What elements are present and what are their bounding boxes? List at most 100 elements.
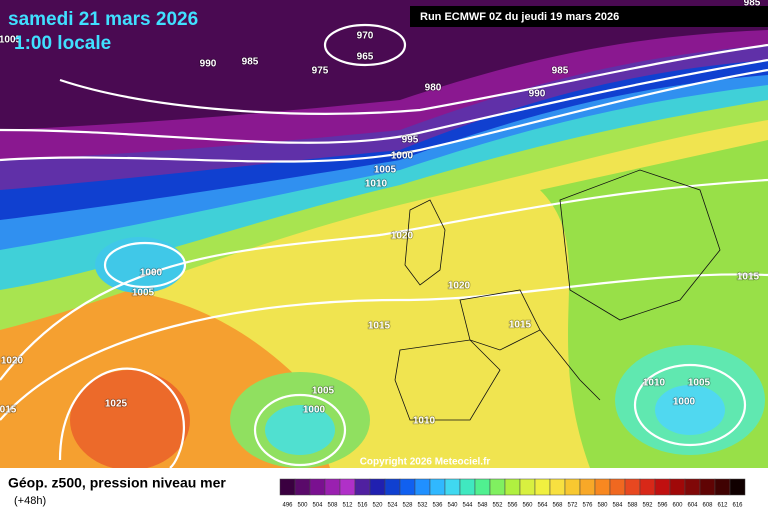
colorbar-label: 580 [597, 503, 608, 509]
colorbar-swatch [519, 478, 536, 496]
colorbar-label: 552 [492, 503, 503, 509]
colorbar-label: 532 [417, 503, 428, 509]
colorbar-swatch [594, 478, 611, 496]
copyright: Copyright 2026 Meteociel.fr [360, 457, 491, 468]
colorbar: 496 500 504 508 512 516 520 524 528 532 536 540 544 5… [279, 478, 746, 509]
colorbar-label: 564 [537, 503, 548, 509]
coastlines [394, 169, 721, 421]
colorbar-label: 584 [612, 503, 623, 509]
isobar-label: 980 [425, 83, 442, 94]
colorbar-swatch [654, 478, 671, 496]
colorbar-swatch [579, 478, 596, 496]
isobar-label: 990 [200, 59, 217, 70]
colorbar-swatch [489, 478, 506, 496]
isobar-label: 970 [357, 31, 374, 42]
colorbar-label: 612 [717, 503, 728, 509]
colorbar-swatch [414, 478, 431, 496]
colorbar-label: 496 [282, 503, 293, 509]
run-info: Run ECMWF 0Z du jeudi 19 mars 2026 [420, 11, 619, 23]
colorbar-label: 560 [522, 503, 533, 509]
colorbar-label: 596 [657, 503, 668, 509]
isobar-label: 1000 [140, 268, 163, 279]
colorbar-swatch [369, 478, 386, 496]
colorbar-swatch [639, 478, 656, 496]
colorbar-label: 528 [402, 503, 413, 509]
isobars [0, 23, 768, 469]
colorbar-label: 600 [672, 503, 683, 509]
isobar-label: 1005 [312, 386, 335, 397]
colorbar-swatch [549, 478, 566, 496]
colorbar-swatch [729, 478, 746, 496]
colorbar-swatch [309, 478, 326, 496]
colorbar-label: 516 [357, 503, 368, 509]
colorbar-swatch [429, 478, 446, 496]
colorbar-swatch [354, 478, 371, 496]
colorbar-swatch [669, 478, 686, 496]
colorbar-label: 588 [627, 503, 638, 509]
isobar-label: 1025 [105, 399, 128, 410]
isobar-label: 1015 [509, 320, 532, 331]
isobar-label: 990 [529, 89, 546, 100]
colorbar-swatch [684, 478, 701, 496]
colorbar-swatch [699, 478, 716, 496]
colorbar-label: 536 [432, 503, 443, 509]
legend-title: Géop. z500, pression niveau mer [8, 475, 226, 491]
isobar-label: 1015 [368, 321, 391, 332]
colorbar-label: 540 [447, 503, 458, 509]
colorbar-label: 520 [372, 503, 383, 509]
isobar-label: 1005 [374, 165, 397, 176]
time-title: 1:00 locale [14, 33, 111, 54]
date-title: samedi 21 mars 2026 [8, 9, 198, 30]
colorbar-swatch [324, 478, 341, 496]
colorbar-label: 544 [462, 503, 473, 509]
colorbar-label: 572 [567, 503, 578, 509]
colorbar-swatch [474, 478, 491, 496]
colorbar-swatch [714, 478, 731, 496]
colorbar-swatch [459, 478, 476, 496]
isobar-label: 985 [552, 66, 569, 77]
colorbar-label: 568 [552, 503, 563, 509]
isobar-label: 1020 [391, 231, 414, 242]
isobar-label: 995 [402, 135, 419, 146]
colorbar-swatch [399, 478, 416, 496]
isobar-label: 985 [242, 57, 259, 68]
isobar-label: 1000 [673, 397, 696, 408]
colorbar-swatch [609, 478, 626, 496]
isobar-label: 1005 [132, 288, 155, 299]
isobar-label: 015 [0, 405, 17, 416]
colorbar-label: 592 [642, 503, 653, 509]
isobar-label: 1010 [413, 416, 436, 427]
isobar-label: 1005 [688, 378, 711, 389]
isobar-label: 1010 [365, 179, 388, 190]
run-box [410, 6, 768, 27]
colorbar-swatch [444, 478, 461, 496]
colorbar-label: 604 [687, 503, 698, 509]
colorbar-swatch [504, 478, 521, 496]
colorbar-swatch [624, 478, 641, 496]
colorbar-label: 576 [582, 503, 593, 509]
colorbar-label: 616 [732, 503, 743, 509]
colorbar-label: 608 [702, 503, 713, 509]
isobar-label: 1005 [0, 35, 22, 46]
colorbar-label: 500 [297, 503, 308, 509]
map-background [0, 0, 768, 470]
isobar-label: 1015 [737, 272, 760, 283]
colorbar-label: 508 [327, 503, 338, 509]
colorbar-label: 556 [507, 503, 518, 509]
isobar-label: 965 [357, 52, 374, 63]
colorbar-swatch [564, 478, 581, 496]
isobar-label: 1000 [391, 151, 414, 162]
isobar-label: 1000 [303, 405, 326, 416]
colorbar-label: 548 [477, 503, 488, 509]
colorbar-swatch [384, 478, 401, 496]
colorbar-label: 524 [387, 503, 398, 509]
isobar-label: 1020 [448, 281, 471, 292]
colorbar-swatch [339, 478, 356, 496]
isobar-label: 1020 [1, 356, 24, 367]
isobar-label: 985 [744, 0, 761, 9]
colorbar-label: 512 [342, 503, 353, 509]
colorbar-swatch [534, 478, 551, 496]
isobar-label: 1010 [643, 378, 666, 389]
